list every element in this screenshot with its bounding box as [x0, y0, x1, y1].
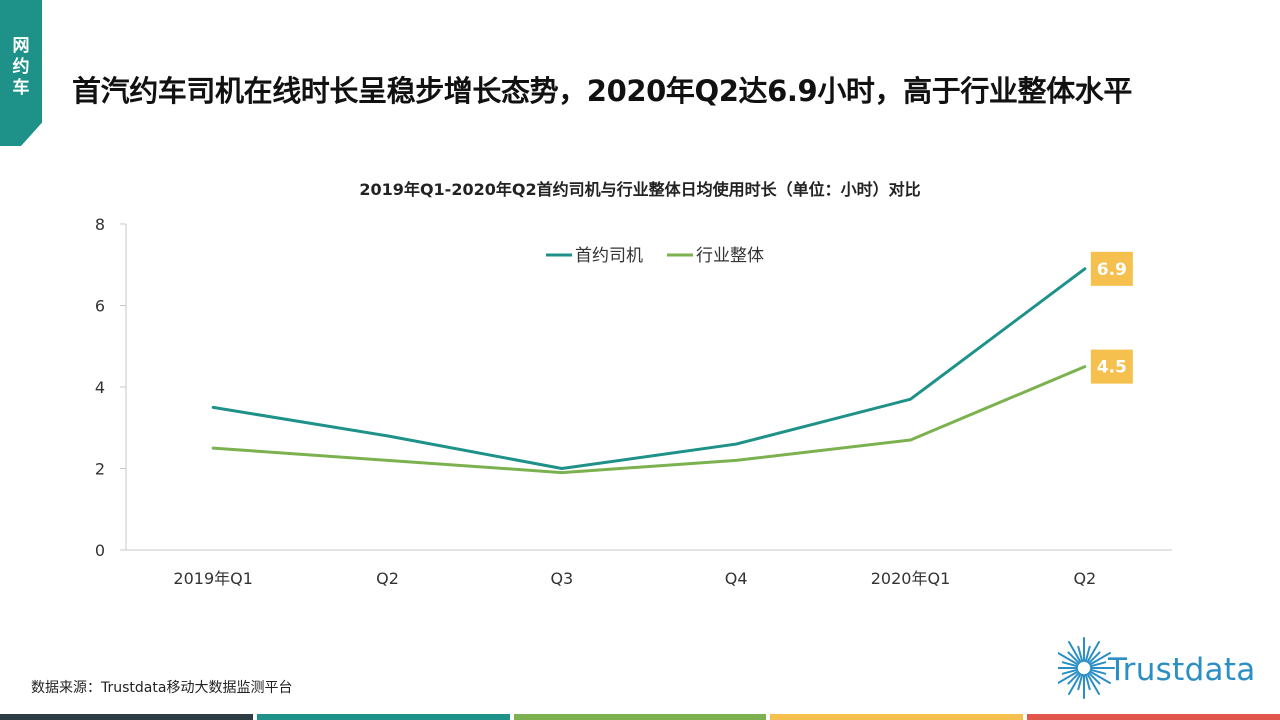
logo-ray	[1087, 671, 1101, 685]
x-tick-label: Q4	[725, 569, 748, 588]
logo-ray	[1061, 661, 1079, 668]
logo-ray	[1086, 673, 1100, 695]
data-label-box	[1090, 349, 1133, 384]
section-tag: 网约车	[0, 0, 42, 146]
trustdata-logo-text: Trustdata	[1108, 652, 1256, 688]
y-tick-label: 4	[95, 378, 105, 397]
logo-ray	[1077, 645, 1084, 663]
source-note: 数据来源：Trustdata移动大数据监测平台	[31, 680, 293, 696]
series-line-2	[211, 365, 1087, 475]
footer-bar-segment	[0, 714, 253, 720]
logo-ray	[1068, 641, 1082, 663]
logo-ray	[1077, 673, 1084, 691]
footer-color-bar	[0, 714, 1280, 720]
legend-label: 首约司机	[575, 246, 643, 266]
line-chart: 0 2 4 6 8 2019年Q1 Q2 Q3 Q4 2020年Q1 Q2 6.9 4.5 首约司机 行业整…	[95, 215, 1172, 588]
logo-ray	[1067, 651, 1081, 665]
logo-ray	[1061, 668, 1079, 675]
footer-bar-segment	[1027, 714, 1280, 720]
footer-bar-segment	[256, 714, 510, 720]
page-headline: 首汽约车司机在线时长呈稳步增长态势，2020年Q2达6.9小时，高于行业整体水平	[72, 74, 1132, 108]
logo-ray	[1089, 668, 1107, 675]
y-tick-label: 8	[95, 215, 105, 234]
logo-ray	[1084, 673, 1091, 691]
data-label-box	[1090, 251, 1133, 286]
x-tick-label: Q3	[550, 569, 573, 588]
logo-ray	[1058, 652, 1079, 666]
x-tick-label: Q2	[376, 569, 399, 588]
trustdata-logo-icon	[1058, 637, 1115, 699]
logo-ray	[1068, 673, 1082, 695]
x-tick-label: Q2	[1073, 569, 1096, 588]
logo-ray	[1067, 671, 1081, 685]
logo-ray	[1089, 661, 1107, 668]
logo-ray	[1089, 670, 1111, 684]
y-tick-label: 6	[95, 297, 105, 316]
logo-ray	[1086, 641, 1100, 663]
section-tag-label: 网约车	[12, 36, 30, 98]
y-tick-label: 2	[95, 460, 105, 479]
data-label: 4.5	[1097, 358, 1127, 378]
logo-ray	[1084, 645, 1091, 663]
footer-bar-segment	[770, 714, 1024, 720]
footer-bar-segment	[513, 714, 767, 720]
legend-label: 行业整体	[696, 246, 764, 266]
x-tick-label: 2020年Q1	[871, 569, 951, 588]
logo-ray	[1089, 652, 1111, 666]
chart-title: 2019年Q1-2020年Q2首约司机与行业整体日均使用时长（单位：小时）对比	[359, 180, 921, 199]
logo-ray	[1087, 651, 1101, 665]
y-tick-label: 0	[95, 541, 105, 560]
x-tick-label: 2019年Q1	[173, 569, 253, 588]
series-line-1	[211, 267, 1087, 470]
logo-ray	[1058, 670, 1079, 684]
data-label: 6.9	[1097, 260, 1127, 280]
